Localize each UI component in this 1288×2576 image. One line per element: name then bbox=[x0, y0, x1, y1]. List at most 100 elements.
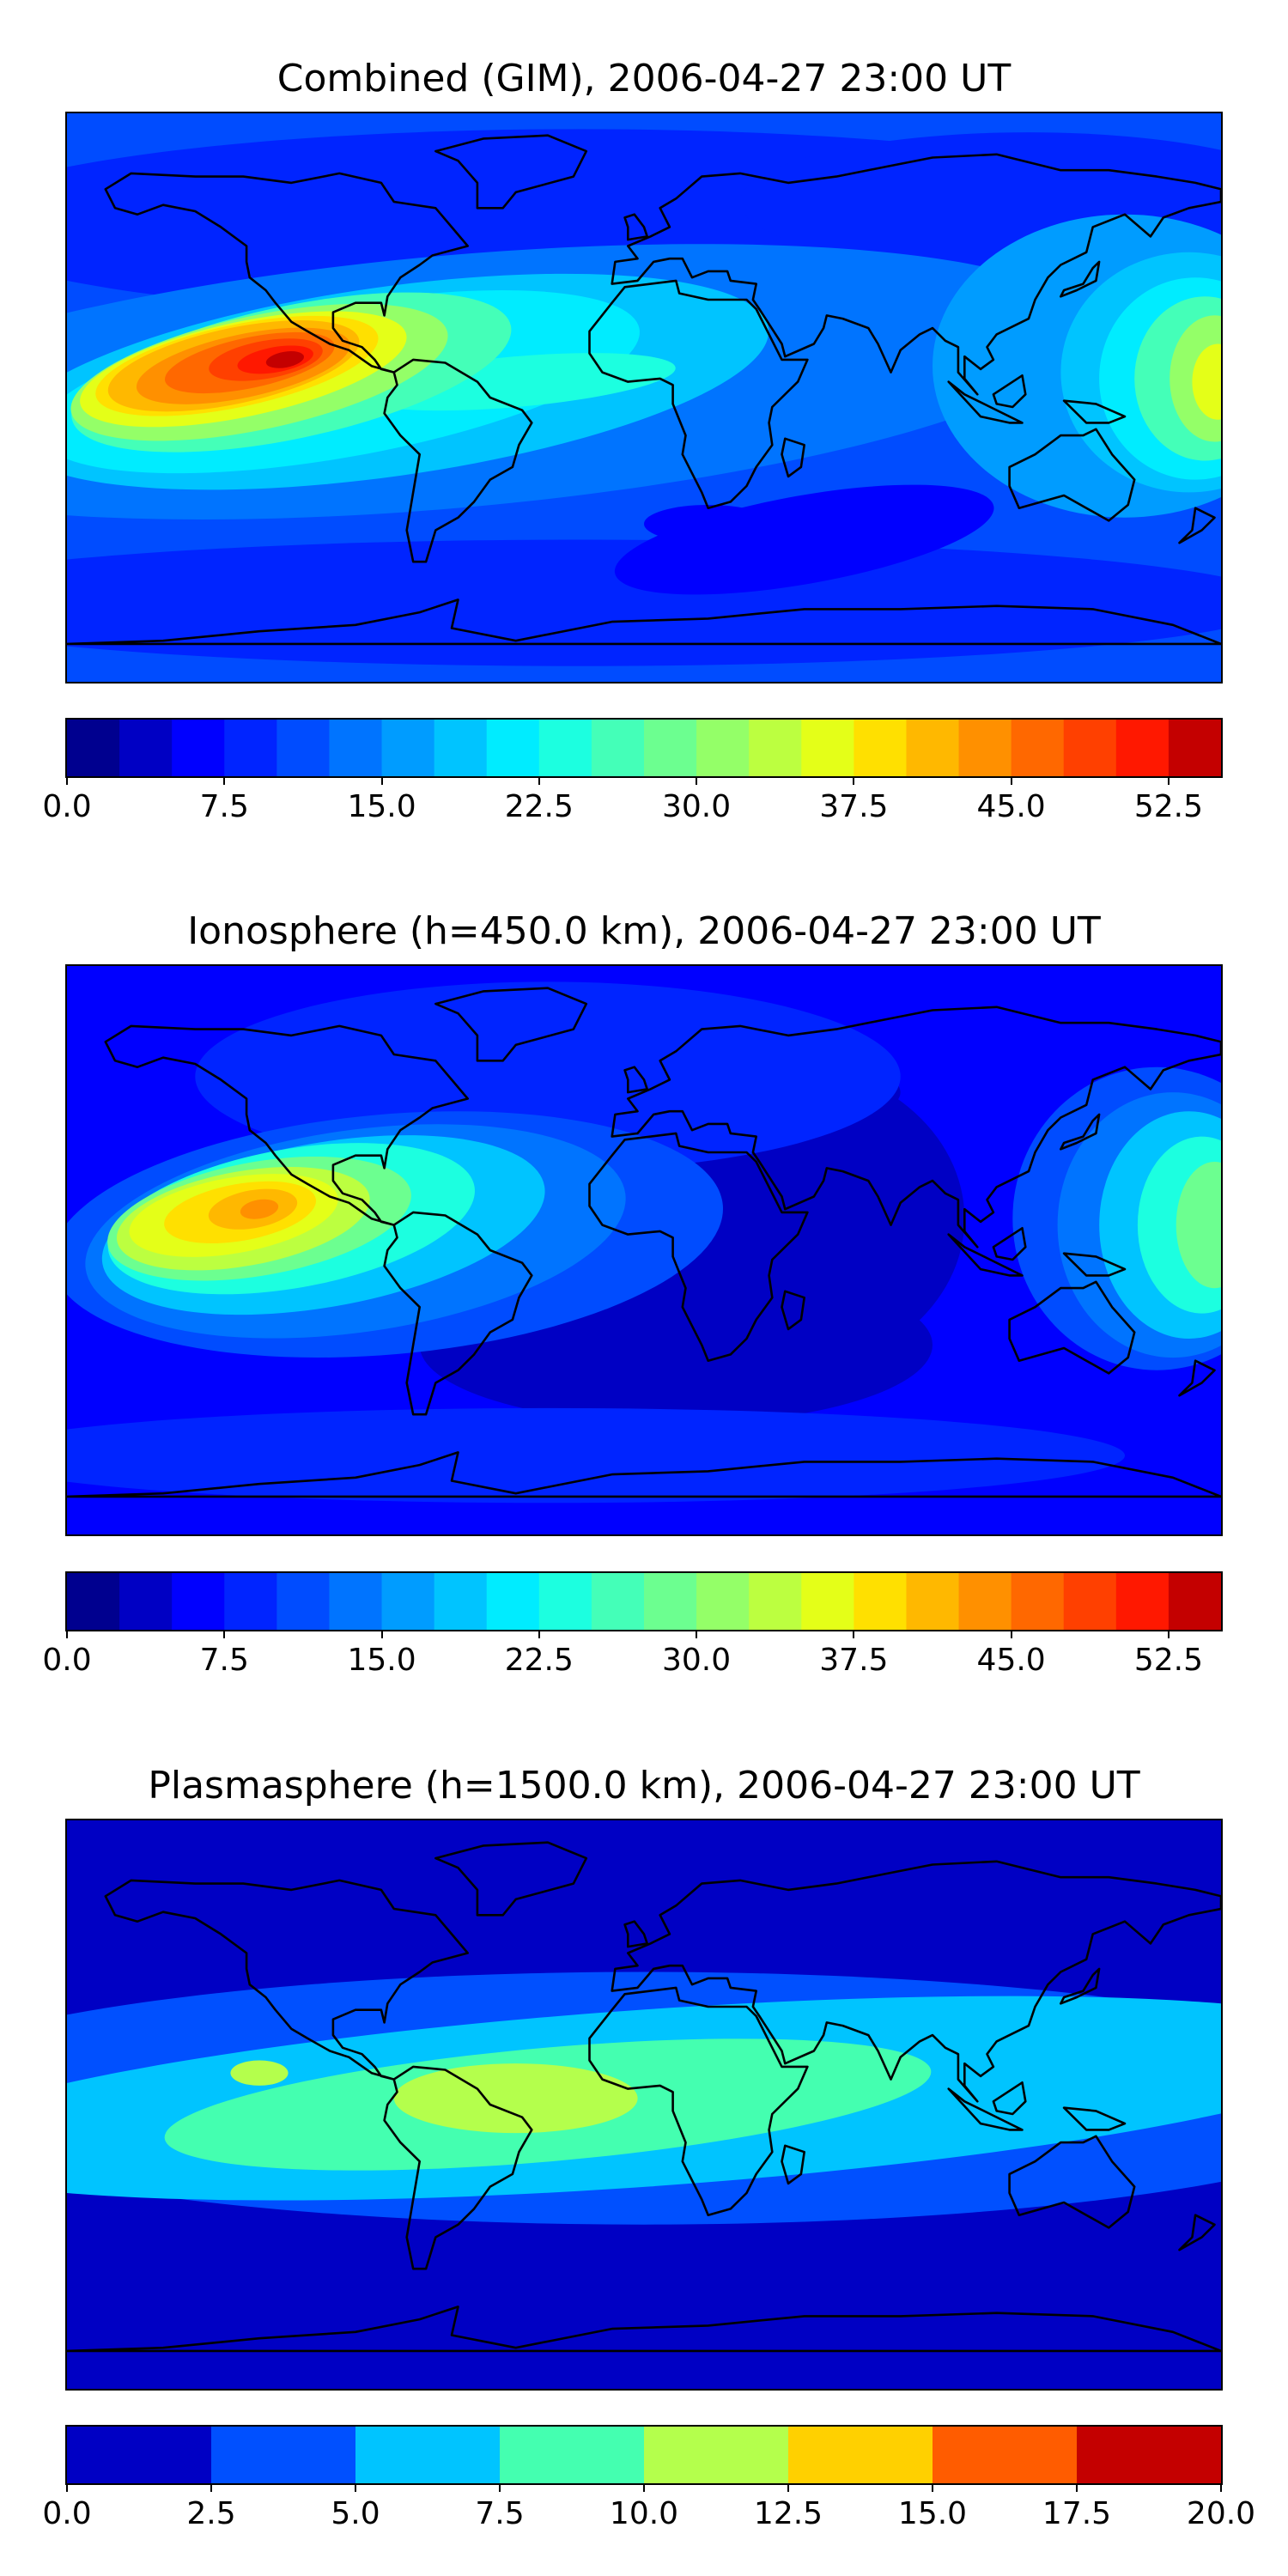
colorbar-swatch bbox=[538, 720, 592, 776]
colorbar-swatch bbox=[486, 1573, 540, 1630]
coastline bbox=[992, 2081, 1027, 2116]
coastline bbox=[383, 2065, 533, 2270]
colorbar-tick-label: 30.0 bbox=[662, 1643, 732, 1678]
colorbar-swatch bbox=[355, 2427, 501, 2483]
colorbar-tick-label: 17.5 bbox=[1042, 2496, 1112, 2531]
coastline bbox=[67, 1451, 1221, 1498]
coastline bbox=[434, 134, 588, 210]
contour-region bbox=[67, 539, 1221, 666]
colorbar-swatch bbox=[1077, 2427, 1221, 2483]
colorbar-swatch bbox=[224, 720, 277, 776]
colorbar-tick bbox=[1010, 776, 1012, 785]
coastline bbox=[781, 437, 805, 478]
colorbar-swatch bbox=[591, 720, 645, 776]
coastline bbox=[1178, 1359, 1216, 1397]
coastline bbox=[947, 1233, 1024, 1277]
colorbar-tick-label: 7.5 bbox=[199, 1643, 249, 1678]
coastline bbox=[781, 2144, 805, 2185]
colorbar-tick-label: 7.5 bbox=[475, 2496, 525, 2531]
combined-colorbar bbox=[65, 718, 1223, 778]
contour-region bbox=[1192, 343, 1221, 420]
coastline bbox=[67, 598, 1221, 646]
colorbar-tick bbox=[1010, 1630, 1012, 1638]
coastline bbox=[1060, 1113, 1101, 1151]
colorbar-tick bbox=[853, 776, 855, 785]
colorbar-swatch bbox=[1168, 720, 1221, 776]
colorbar-swatch bbox=[381, 1573, 435, 1630]
colorbar-swatch bbox=[801, 720, 854, 776]
colorbar-swatch bbox=[644, 2427, 789, 2483]
colorbar-swatch bbox=[801, 1573, 854, 1630]
colorbar-swatch bbox=[67, 1573, 120, 1630]
colorbar-tick-label: 0.0 bbox=[42, 2496, 92, 2531]
colorbar-tick-label: 52.5 bbox=[1133, 789, 1203, 824]
coastline bbox=[67, 2306, 1221, 2353]
colorbar-tick-label: 0.0 bbox=[42, 789, 92, 824]
colorbar-tick-label: 2.5 bbox=[186, 2496, 236, 2531]
colorbar-swatch bbox=[1063, 720, 1117, 776]
colorbar-swatch bbox=[1063, 1573, 1117, 1630]
colorbar-tick-label: 52.5 bbox=[1133, 1643, 1203, 1678]
colorbar-swatch bbox=[211, 2427, 356, 2483]
contour-region bbox=[644, 505, 773, 544]
coastline bbox=[992, 374, 1027, 409]
plasmasphere-colorbar bbox=[65, 2425, 1223, 2485]
colorbar-swatch bbox=[854, 720, 908, 776]
colorbar-swatch bbox=[381, 720, 435, 776]
colorbar-swatch bbox=[434, 720, 488, 776]
colorbar-swatch bbox=[276, 720, 331, 776]
colorbar-swatch bbox=[644, 1573, 697, 1630]
colorbar-tick bbox=[1167, 1630, 1170, 1638]
coastline bbox=[947, 380, 1024, 424]
ionosphere-colorbar-ticks: 0.0 7.5 15.0 22.5 30.0 37.5 45.0 52.5 bbox=[42, 1630, 1221, 1681]
colorbar-tick-label: 30.0 bbox=[662, 789, 732, 824]
contour-region bbox=[1176, 1162, 1221, 1289]
colorbar-swatch bbox=[958, 720, 1012, 776]
colorbar-tick bbox=[380, 776, 383, 785]
colorbar-tick-label: 5.0 bbox=[331, 2496, 380, 2531]
colorbar-swatch bbox=[749, 1573, 802, 1630]
colorbar-swatch bbox=[538, 1573, 592, 1630]
colorbar-swatch bbox=[906, 1573, 960, 1630]
coastline bbox=[1008, 428, 1136, 522]
ionosphere-contour-plot bbox=[67, 966, 1221, 1534]
coastline bbox=[1178, 507, 1216, 544]
coastline bbox=[104, 1879, 469, 2081]
colorbar-tick bbox=[696, 1630, 698, 1638]
colorbar-tick bbox=[223, 1630, 226, 1638]
colorbar-swatch bbox=[224, 1573, 277, 1630]
colorbar-tick bbox=[66, 776, 68, 785]
coastline bbox=[104, 172, 469, 374]
colorbar-tick bbox=[853, 1630, 855, 1638]
colorbar-tick bbox=[932, 2483, 933, 2492]
colorbar-tick-label: 45.0 bbox=[976, 1643, 1046, 1678]
colorbar-swatch bbox=[1115, 720, 1170, 776]
plasmasphere-contour-plot bbox=[67, 1820, 1221, 2389]
colorbar-tick bbox=[380, 1630, 383, 1638]
colorbar-swatch bbox=[906, 720, 960, 776]
colorbar-tick bbox=[499, 2483, 501, 2492]
colorbar-tick-label: 0.0 bbox=[42, 1643, 92, 1678]
colorbar-swatch bbox=[958, 1573, 1012, 1630]
ionosphere-colorbar-swatches bbox=[67, 1573, 1221, 1630]
coastline bbox=[1008, 2135, 1136, 2229]
colorbar-tick-label: 37.5 bbox=[819, 1643, 889, 1678]
colorbar-tick-label: 15.0 bbox=[897, 2496, 968, 2531]
contour-region bbox=[230, 2060, 289, 2086]
colorbar-tick bbox=[66, 2483, 68, 2492]
coastline bbox=[611, 1860, 1221, 2103]
contour-region bbox=[240, 1199, 279, 1219]
ionosphere-map bbox=[65, 964, 1223, 1536]
colorbar-swatch bbox=[696, 1573, 750, 1630]
ionosphere-colorbar bbox=[65, 1571, 1223, 1631]
colorbar-swatch bbox=[1115, 1573, 1170, 1630]
colorbar-swatch bbox=[788, 2427, 933, 2483]
coastline bbox=[1060, 260, 1101, 298]
contour-region bbox=[393, 2063, 638, 2134]
colorbar-tick bbox=[1167, 776, 1170, 785]
coastline bbox=[434, 1841, 588, 1917]
chart-title: Ionosphere (h=450.0 km), 2006-04-27 23:0… bbox=[187, 909, 1101, 953]
colorbar-swatch bbox=[119, 1573, 173, 1630]
colorbar-swatch bbox=[933, 2427, 1078, 2483]
coastline bbox=[611, 153, 1221, 396]
